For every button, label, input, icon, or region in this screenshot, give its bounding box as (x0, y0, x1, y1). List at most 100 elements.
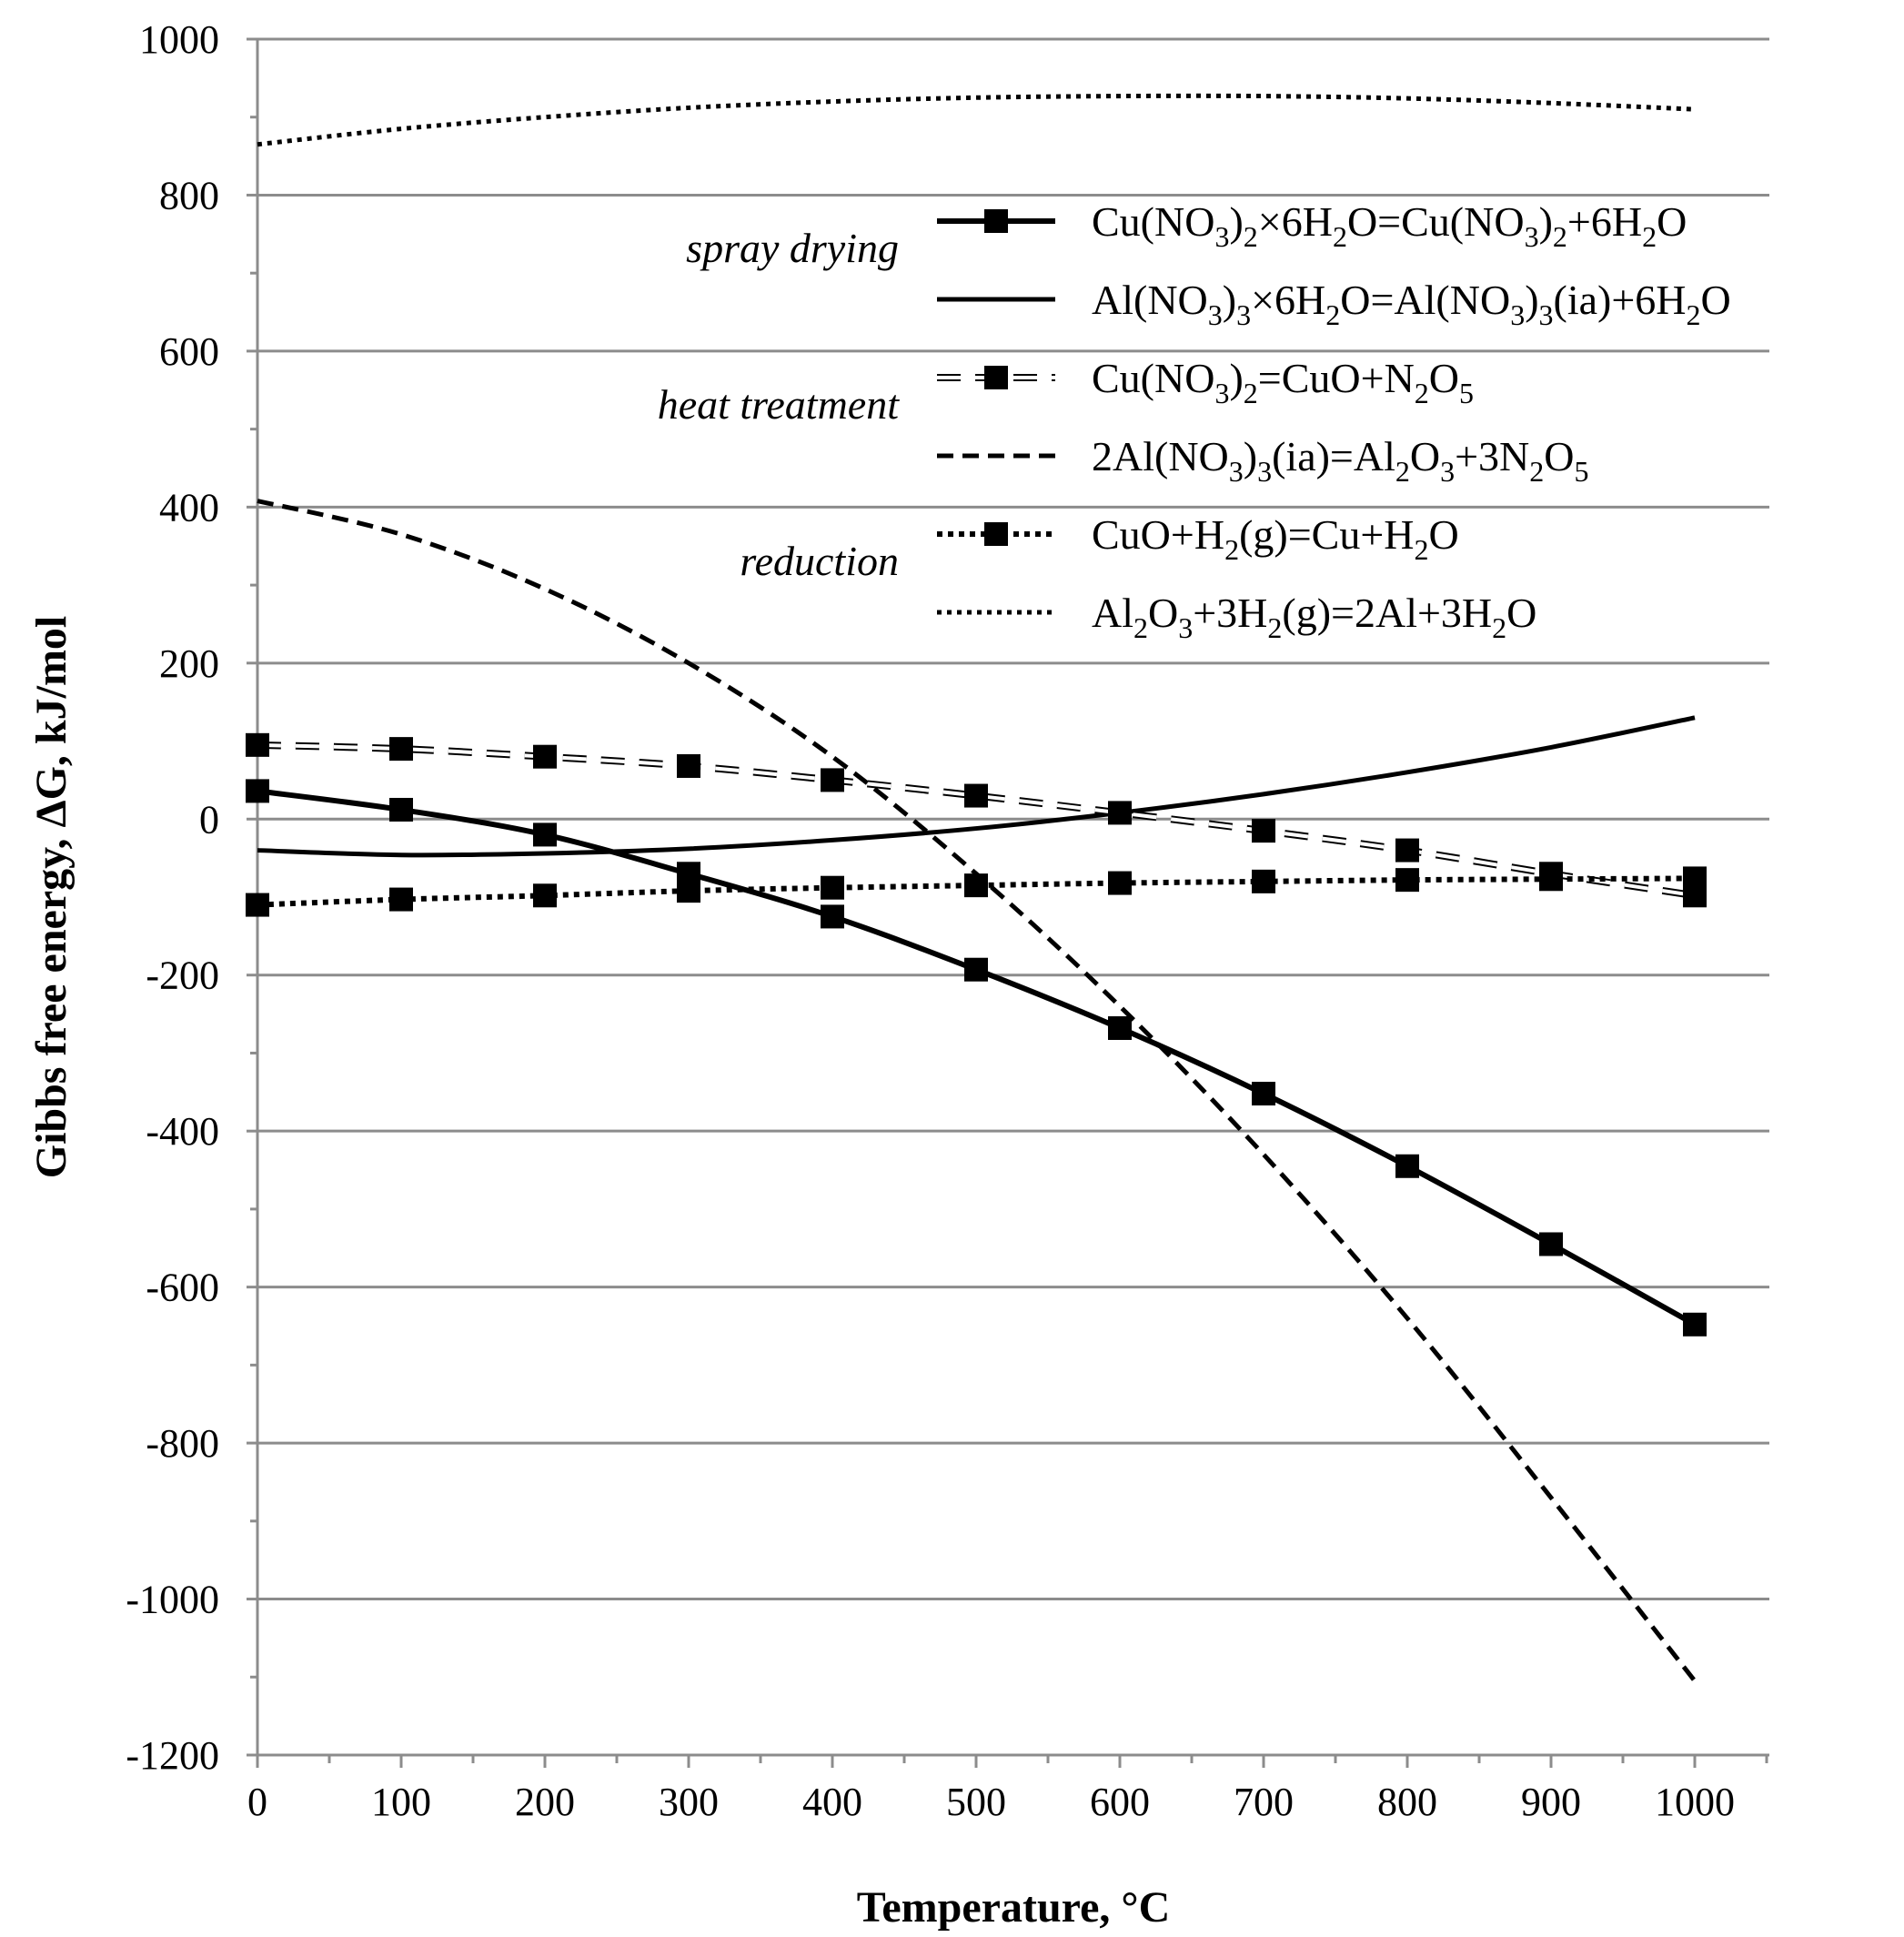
data-point-marker (1395, 1154, 1419, 1178)
data-point-marker (246, 893, 269, 917)
data-point-marker (677, 879, 700, 903)
x-tick-label: 500 (946, 1780, 1006, 1824)
data-point-marker (1252, 819, 1275, 843)
legend-label-subscript: 3 (1510, 298, 1525, 331)
data-point-marker (821, 768, 844, 792)
legend-label-part: (ia)=Al (1272, 433, 1395, 479)
y-tick-label: 600 (159, 329, 219, 374)
legend-label-subscript: 3 (1208, 298, 1223, 331)
legend-label-subscript: 3 (1214, 377, 1229, 409)
legend-label-part: ) (1223, 277, 1236, 323)
legend-label-part: CuO+H (1092, 511, 1224, 558)
legend-entry-5: Al2O3+3H2(g)=2Al+3H2O (937, 590, 1536, 644)
y-tick-label: 800 (159, 173, 219, 217)
data-point-marker (533, 744, 557, 769)
legend-label-part: ) (1539, 198, 1553, 245)
y-axis-title: Gibbs free energy, ΔG, kJ/mol (27, 616, 76, 1179)
data-point-marker (389, 887, 413, 912)
y-tick-label: -400 (146, 1109, 219, 1154)
legend-label-subscript: 2 (1415, 533, 1429, 566)
series-5 (257, 93, 1696, 147)
annotation-label: spray drying (686, 225, 899, 271)
legend-label-part: O (1429, 511, 1459, 558)
y-tick-label: -1000 (126, 1578, 219, 1622)
legend-label-subscript: 3 (1539, 298, 1554, 331)
x-tick-label: 1000 (1655, 1780, 1735, 1824)
series-line-inner (257, 742, 1696, 898)
legend-label-subscript: 2 (1395, 455, 1410, 488)
data-point-marker (1683, 1312, 1707, 1337)
legend-label-part: Cu(NO (1092, 198, 1214, 245)
axes: -1200 -1000 -800 -600 -400 -200 0 200 400 600 800 1… (126, 17, 1769, 1824)
legend-label-subscript: 2 (1492, 611, 1506, 644)
annotation-label: reduction (740, 538, 899, 584)
legend-label-subscript: 2 (1267, 611, 1282, 644)
x-axis-title: Temperature, °C (857, 1883, 1170, 1932)
legend-label: Cu(NO3)2×6H2O=Cu(NO3)2+6H2O (1092, 198, 1687, 253)
legend-label-part: +3H (1193, 590, 1267, 636)
legend-label-subscript: 2 (1325, 298, 1340, 331)
data-point-marker (246, 779, 269, 803)
x-tick-label: 200 (515, 1780, 575, 1824)
data-point-marker (821, 875, 844, 900)
data-point-marker (1539, 867, 1563, 892)
y-tick-label: 400 (159, 485, 219, 530)
legend-label-subscript: 3 (1178, 611, 1193, 644)
legend-label-part: ) (1525, 277, 1538, 323)
legend-entry-0: Cu(NO3)2×6H2O=Cu(NO3)2+6H2O (937, 198, 1687, 253)
series-line (257, 93, 1696, 147)
legend-label: CuO+H2(g)=Cu+H2O (1092, 511, 1459, 566)
legend-label-part: ×6H (1258, 198, 1333, 245)
y-tick-label: 1000 (139, 17, 219, 62)
legend-label-subscript: 2 (1224, 533, 1239, 566)
annotation-label: heat treatment (658, 381, 901, 428)
data-point-marker (1683, 866, 1707, 891)
legend-label-subscript: 3 (1525, 220, 1539, 253)
y-tick-label: -800 (146, 1421, 219, 1466)
legend-label-subscript: 3 (1440, 455, 1455, 488)
legend-label-subscript: 3 (1236, 298, 1251, 331)
data-point-marker (1108, 801, 1132, 825)
series-3 (257, 499, 1697, 1683)
legend-entry-4: CuO+H2(g)=Cu+H2O (937, 511, 1459, 566)
data-point-marker (964, 957, 988, 982)
legend-label: 2Al(NO3)3(ia)=Al2O3+3N2O5 (1092, 433, 1589, 488)
series-group (246, 93, 1707, 1683)
legend-label-part: O (1148, 590, 1178, 636)
series-line (257, 875, 1696, 908)
data-point-marker (964, 873, 988, 898)
y-tick-label: 0 (199, 797, 219, 842)
legend-label-part: 2Al(NO (1092, 433, 1229, 479)
legend-label-part: ) (1229, 198, 1243, 245)
legend-label: Cu(NO3)2=CuO+N2O5 (1092, 355, 1474, 409)
legend-label: Al(NO3)3×6H2O=Al(NO3)3(ia)+6H2O (1092, 277, 1731, 331)
legend-label-subscript: 3 (1229, 455, 1244, 488)
gridlines (257, 37, 1769, 1757)
y-tick-label: -600 (146, 1266, 219, 1310)
legend-label-part: Al(NO (1092, 277, 1208, 323)
legend: Cu(NO3)2×6H2O=Cu(NO3)2+6H2OAl(NO3)3×6H2O… (937, 198, 1731, 644)
legend-label-part: (g)=Cu+H (1239, 511, 1414, 558)
legend-label-subscript: 3 (1214, 220, 1229, 253)
legend-label-part: +6H (1567, 198, 1642, 245)
series-line (257, 788, 1697, 1327)
legend-label-part: O (1701, 277, 1731, 323)
legend-label-part: O (1544, 433, 1574, 479)
legend-label-subscript: 2 (1642, 220, 1657, 253)
data-point-marker (389, 737, 413, 762)
legend-label-part: O=Cu(NO (1347, 198, 1525, 245)
legend-label-subscript: 2 (1553, 220, 1567, 253)
legend-label-subscript: 2 (1244, 220, 1258, 253)
legend-label-part: +3N (1455, 433, 1529, 479)
legend-swatch-marker (984, 366, 1008, 389)
legend-entry-1: Al(NO3)3×6H2O=Al(NO3)3(ia)+6H2O (937, 277, 1731, 331)
data-point-marker (1395, 868, 1419, 893)
legend-label-part: O (1506, 590, 1536, 636)
legend-swatch-marker (984, 522, 1008, 546)
legend-label-subscript: 2 (1333, 220, 1347, 253)
legend-label-subscript: 5 (1575, 455, 1589, 488)
legend-label-subscript: 2 (1687, 298, 1701, 331)
legend-label-subscript: 2 (1529, 455, 1544, 488)
legend-label-part: =CuO+N (1258, 355, 1415, 401)
